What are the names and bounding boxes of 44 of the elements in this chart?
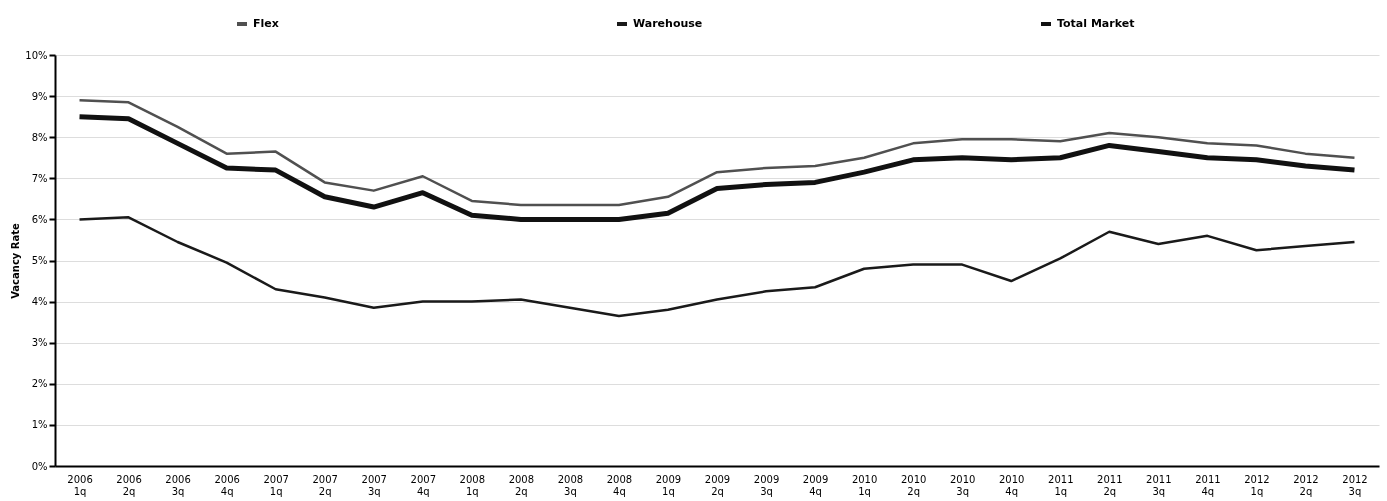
x-tick-label: 2007 4q [410,473,436,497]
x-tick-label: 2010 1q [851,473,878,497]
x-tick-label: 2009 3q [753,473,780,497]
x-tick-label: 2008 3q [557,473,584,497]
x-tick-label: 2012 2q [1293,473,1319,497]
x-tick-label: 2011 4q [1195,473,1221,497]
y-tick-label: 2% [31,378,48,390]
legend-label: Total Market [1057,17,1135,30]
x-tick-label: 2012 1q [1244,473,1270,497]
x-tick-label: 2007 1q [263,473,289,497]
x-tick-label: 2011 2q [1097,473,1123,497]
x-tick-label: 2009 2q [704,473,731,497]
x-tick-label: 2006 4q [214,473,240,497]
x-tick-label: 2008 2q [508,473,535,497]
x-tick-label: 2010 2q [900,473,927,497]
y-tick-label: 10% [25,49,48,61]
x-tick-label: 2010 3q [949,473,976,497]
x-tick-label: 2008 4q [606,473,633,497]
y-tick-label: 6% [31,213,48,225]
y-tick-label: 0% [31,460,48,472]
x-tick-label: 2009 4q [802,473,829,497]
y-tick-label: 4% [31,296,48,308]
x-tick-label: 2006 2q [116,473,142,497]
x-tick-label: 2011 3q [1146,473,1172,497]
legend-label: Warehouse [633,17,703,30]
y-tick-label: 5% [31,255,48,266]
x-tick-label: 2011 1q [1048,473,1074,497]
x-tick-label: 2009 1q [655,473,682,497]
line-series [78,98,1356,207]
y-tick-label: 9% [31,90,48,102]
x-tick-label: 2007 2q [312,473,338,497]
x-tick-label: 2008 1q [459,473,486,497]
x-tick-label: 2006 3q [165,473,191,497]
y-tick-label: 7% [31,172,48,184]
y-tick-label: 3% [31,337,48,349]
y-tick-label: 1% [31,419,48,431]
y-tick-label: 8% [31,131,48,143]
x-tick-label: 2007 3q [361,473,387,497]
y-axis-title: Vacancy Rate [10,222,22,299]
x-tick-label: 2006 1q [67,473,93,497]
line-series [78,216,1356,318]
legend-label: Flex [253,17,279,30]
x-tick-label: 2012 3q [1342,473,1368,497]
x-tick-label: 2010 4q [999,473,1025,497]
